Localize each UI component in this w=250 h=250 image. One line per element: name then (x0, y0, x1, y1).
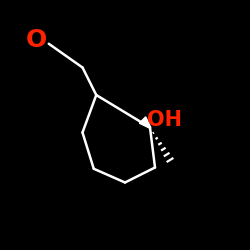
Polygon shape (139, 117, 150, 128)
Text: OH: OH (148, 110, 182, 130)
Text: O: O (26, 28, 47, 52)
